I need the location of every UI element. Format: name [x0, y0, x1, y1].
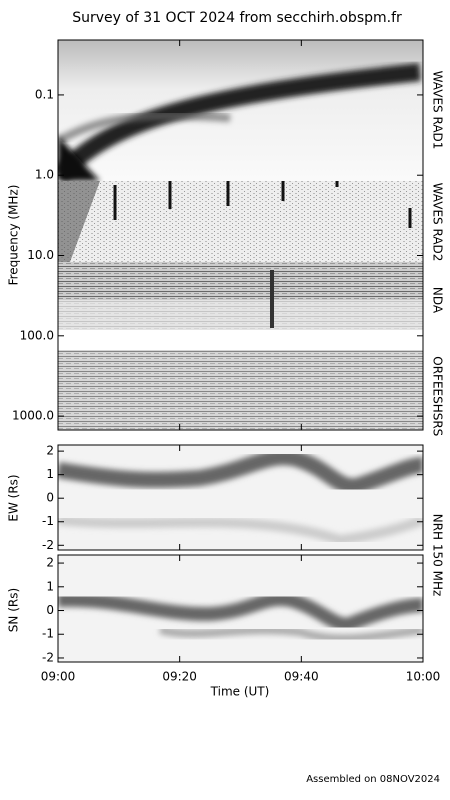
sn-image — [58, 555, 423, 662]
y-tick-label: -2 — [42, 538, 54, 552]
x-label: Time (UT) — [210, 685, 270, 699]
y-tick-label: -1 — [42, 514, 54, 528]
y-tick-label: 0.1 — [35, 87, 54, 101]
panel-label: NRH 150 MHz — [431, 514, 445, 597]
y-tick-label: 100.0 — [20, 328, 54, 342]
instrument-label: WAVES RAD1 — [431, 71, 445, 150]
y-tick-label: 1.0 — [35, 168, 54, 182]
y-tick-label: 0 — [46, 491, 54, 505]
instrument-label: HSRS — [431, 404, 445, 437]
y-label: EW (Rs) — [7, 474, 21, 521]
frames — [57, 39, 424, 663]
x-tick-label: 10:00 — [406, 670, 441, 684]
title: Survey of 31 OCT 2024 from secchirh.obsp… — [72, 10, 402, 26]
x-tick-label: 09:20 — [162, 670, 197, 684]
instrument-label: NDA — [431, 287, 445, 314]
spectrogram-image — [58, 40, 423, 430]
ew-image — [58, 445, 423, 550]
instrument-label: WAVES RAD2 — [431, 183, 445, 262]
y-label: Frequency (MHz) — [7, 185, 21, 286]
x-tick-label: 09:40 — [284, 670, 319, 684]
footer: Assembled on 08NOV2024 — [306, 774, 440, 785]
y-tick-label: 1 — [46, 579, 54, 593]
y-tick-label: 10.0 — [27, 248, 54, 262]
y-tick-label: 0 — [46, 603, 54, 617]
axes: 0.1 1.0 10.0 100.0 1000.0 -2 -1 0 1 2 -2 -1 0 1 2 09:00… — [12, 40, 440, 684]
x-tick-label: 09:00 — [41, 670, 76, 684]
y-tick-label: -1 — [42, 627, 54, 641]
y-tick-label: 2 — [46, 556, 54, 570]
y-tick-label: -2 — [42, 650, 54, 664]
instrument-label: ORFEES — [431, 356, 445, 403]
y-tick-label: 1000.0 — [12, 409, 54, 423]
y-tick-label: 1 — [46, 467, 54, 481]
y-label: SN (Rs) — [7, 588, 21, 632]
y-tick-label: 2 — [46, 444, 54, 458]
